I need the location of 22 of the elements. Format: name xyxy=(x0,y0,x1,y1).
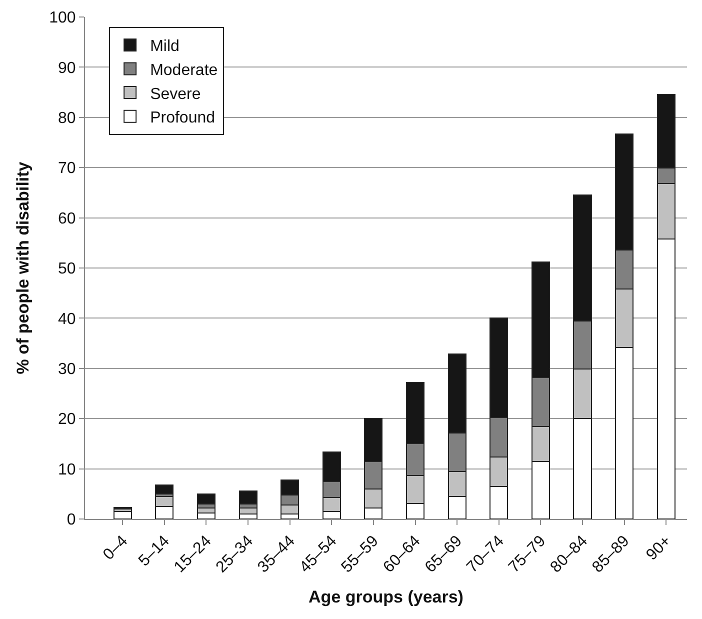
bar xyxy=(238,490,258,504)
y-tick-label: 0 xyxy=(66,512,76,529)
y-tick-label: 10 xyxy=(58,461,76,478)
bar xyxy=(155,484,174,494)
x-axis-title: Age groups (years) xyxy=(308,588,464,607)
y-tick-label: 80 xyxy=(58,110,76,127)
x-tick-label: 90+ xyxy=(643,532,675,564)
y-tick-label: 70 xyxy=(58,160,76,178)
legend-label: Moderate xyxy=(150,62,218,79)
y-tick-label: 90 xyxy=(58,60,76,77)
legend-label: Mild xyxy=(150,38,180,56)
y-tick-label: 50 xyxy=(58,260,76,278)
x-tick-label: 0–4 xyxy=(100,532,132,564)
y-tick-label: 100 xyxy=(49,10,76,27)
y-tick-label: 40 xyxy=(58,310,76,328)
y-tick-label: 30 xyxy=(58,361,76,378)
legend-label: Profound xyxy=(150,110,216,127)
y-tick-label: 20 xyxy=(58,411,76,428)
legend-label: Severe xyxy=(150,86,201,103)
y-axis-title: % of people with disability xyxy=(14,161,33,374)
bar xyxy=(196,493,216,504)
y-tick-label: 60 xyxy=(58,210,76,228)
